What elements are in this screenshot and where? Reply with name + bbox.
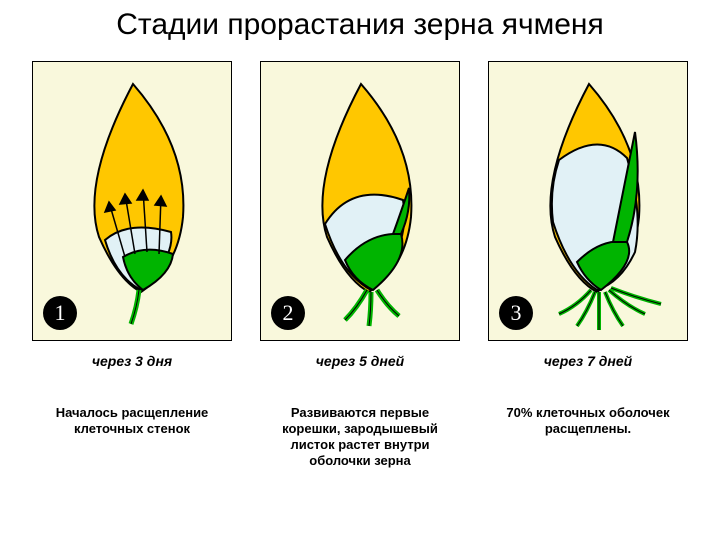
panel-3-figure: 3	[488, 61, 688, 341]
description-2: Развиваются первые корешки, зародышевый …	[260, 405, 460, 470]
panel-3: 3 через 7 дней 70% клеточных оболочек ра…	[488, 61, 688, 470]
badge-3: 3	[499, 296, 533, 330]
page-title: Стадии прорастания зерна ячменя	[0, 0, 720, 43]
panel-1-figure: 1	[32, 61, 232, 341]
panel-2: 2 через 5 дней Развиваются первые корешк…	[260, 61, 460, 470]
stage-label-2: через 5 дней	[260, 353, 460, 369]
stage-label-1: через 3 дня	[32, 353, 232, 369]
badge-1: 1	[43, 296, 77, 330]
stage-label-3: через 7 дней	[488, 353, 688, 369]
badge-2: 2	[271, 296, 305, 330]
panel-row: 1 через 3 дня Началось расщепление клето…	[0, 61, 720, 470]
description-3: 70% клеточных оболочек расщеплены.	[488, 405, 688, 438]
panel-2-figure: 2	[260, 61, 460, 341]
description-1: Началось расщепление клеточных стенок	[32, 405, 232, 438]
panel-1: 1 через 3 дня Началось расщепление клето…	[32, 61, 232, 470]
